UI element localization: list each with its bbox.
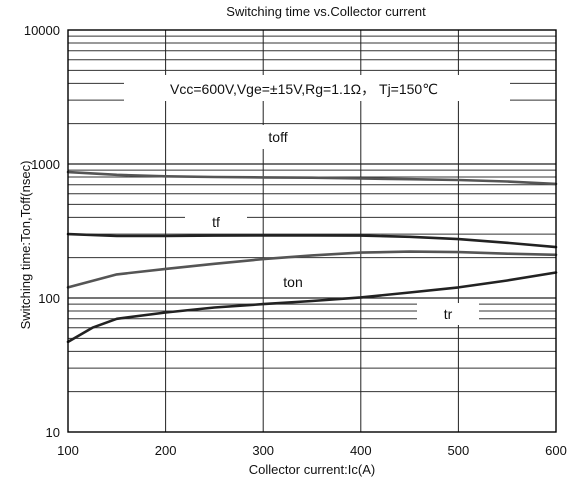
series-label-toff: toff [268, 129, 287, 145]
grid [68, 30, 556, 432]
chart-title: Switching time vs.Collector current [226, 4, 426, 19]
condition-box [124, 75, 510, 101]
series-label-tf: tf [212, 214, 220, 230]
plot-frame [67, 29, 557, 433]
axis-ticks: 100 200 300 400 500 600 10 100 1000 10000 [24, 23, 567, 458]
y-tick-label: 1000 [31, 157, 60, 172]
series-line-ton [66, 250, 558, 289]
series-labels: toff tf ton tr [185, 125, 479, 325]
series-label-box-ton [267, 271, 319, 293]
x-tick-label: 200 [155, 443, 177, 458]
series-line-toff [66, 170, 558, 186]
x-tick-label: 600 [545, 443, 567, 458]
series-line-tr [66, 271, 558, 344]
series-layer [66, 170, 558, 344]
y-axis-label: Switching time:Ton,Toff(nsec) [18, 161, 33, 330]
series-label-ton: ton [283, 274, 302, 290]
series-label-box-toff [250, 125, 306, 149]
x-tick-label: 300 [252, 443, 274, 458]
series-label-box-tf [185, 211, 247, 233]
y-tick-label: 100 [38, 291, 60, 306]
y-tick-label: 10 [46, 425, 60, 440]
series-label-tr: tr [444, 306, 453, 322]
x-tick-label: 500 [448, 443, 470, 458]
x-tick-label: 400 [350, 443, 372, 458]
y-tick-label: 10000 [24, 23, 60, 38]
x-axis-label: Collector current:Ic(A) [249, 462, 375, 477]
series-label-box-tr [417, 303, 479, 325]
x-tick-label: 100 [57, 443, 79, 458]
series-line-tf [66, 232, 558, 249]
condition-label: Vcc=600V,Vge=±15V,Rg=1.1Ω， Tj=150℃ [170, 81, 438, 97]
